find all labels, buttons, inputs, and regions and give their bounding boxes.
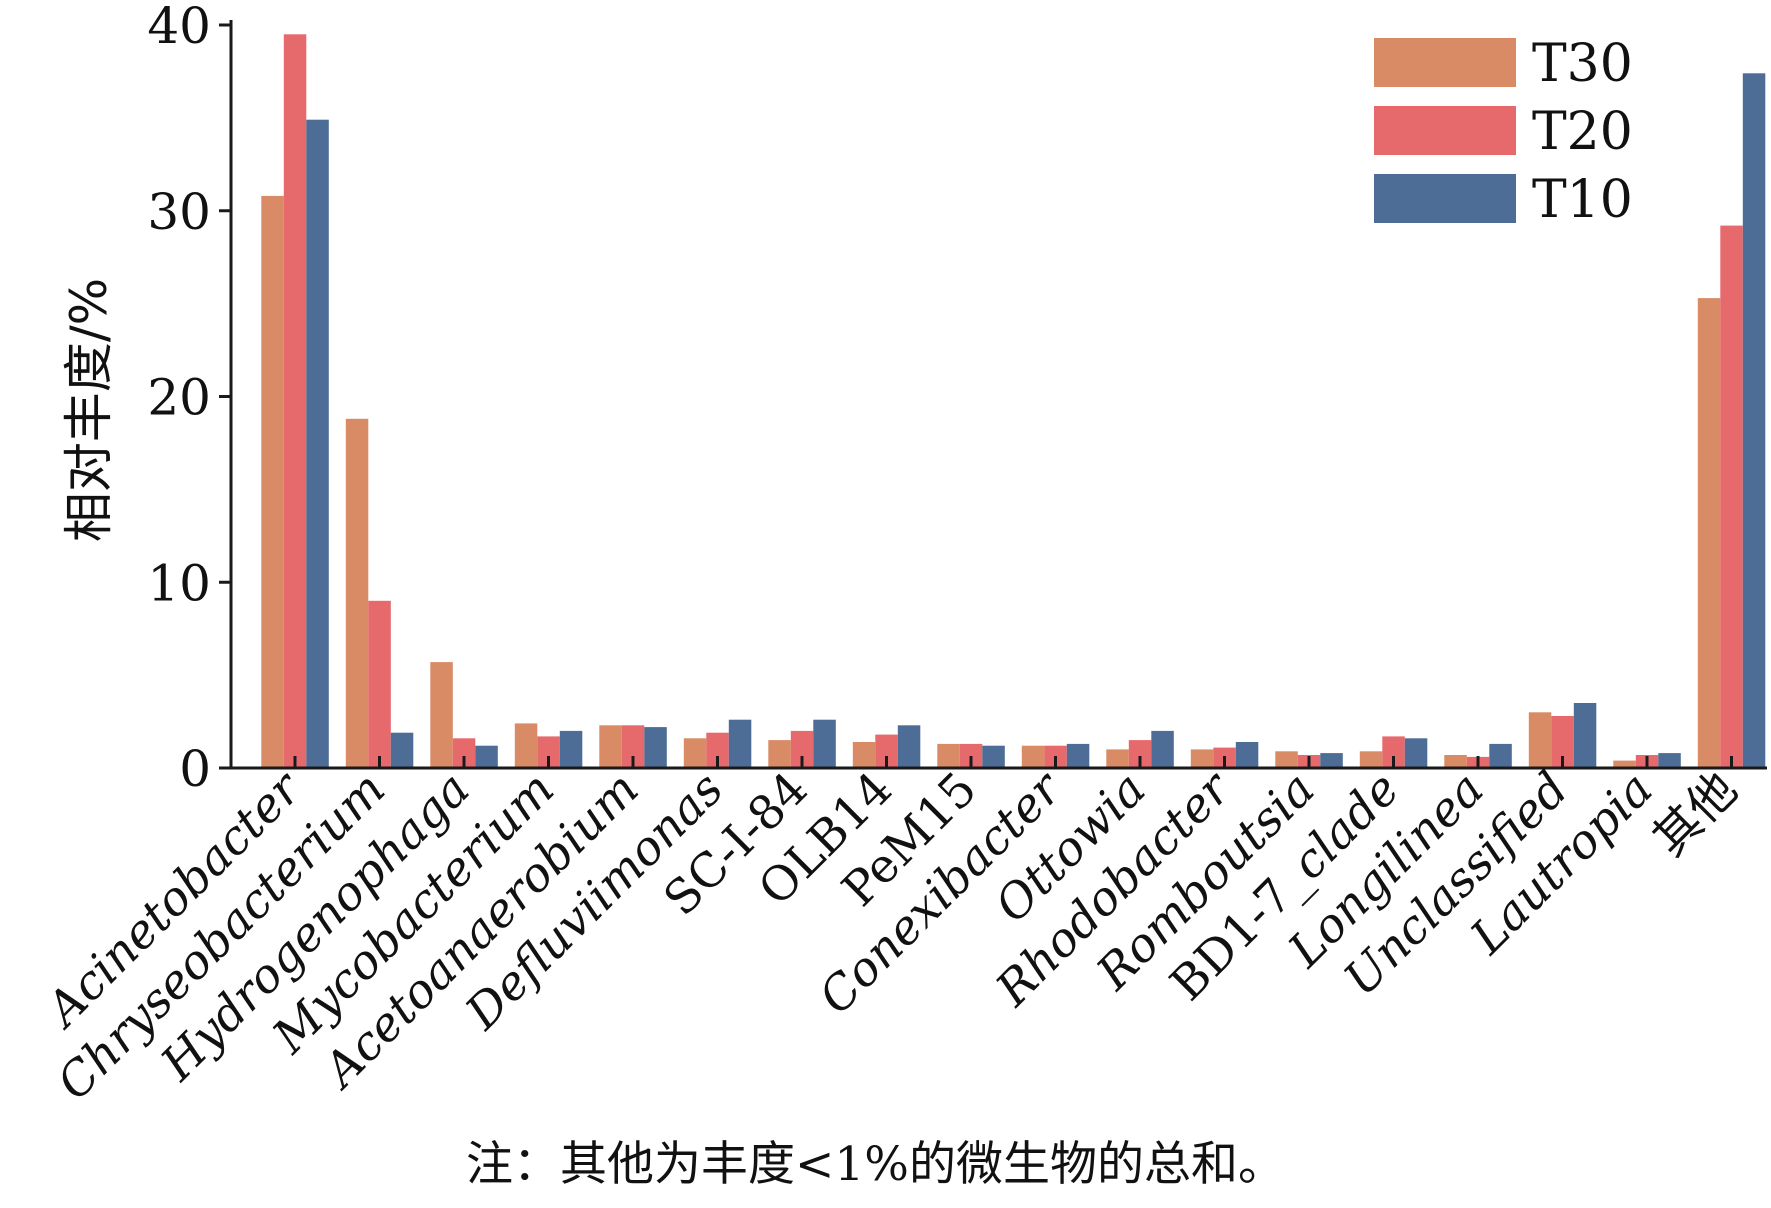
y-tick-label: 10 bbox=[147, 554, 211, 612]
bar-t10-1 bbox=[390, 732, 414, 768]
bar-t10-12 bbox=[1320, 753, 1343, 768]
legend-label-t10: T10 bbox=[1532, 170, 1633, 230]
bar-t20-0 bbox=[283, 34, 307, 769]
bar-t10-3 bbox=[559, 730, 583, 768]
y-tick-label: 40 bbox=[147, 0, 211, 55]
bar-t20-17 bbox=[1720, 225, 1743, 769]
bar-t10-9 bbox=[1066, 743, 1090, 768]
bar-t10-14 bbox=[1489, 743, 1512, 768]
y-tick-label: 30 bbox=[147, 183, 211, 241]
legend-label-t20: T20 bbox=[1532, 102, 1633, 162]
category-label: 其他 bbox=[1643, 762, 1748, 867]
bar-t10-15 bbox=[1573, 703, 1597, 768]
bar-t10-6 bbox=[813, 719, 836, 768]
bar-t20-13 bbox=[1382, 736, 1405, 768]
footnote: 注：其他为丰度<1%的微生物的总和。 bbox=[466, 1137, 1285, 1192]
bar-t20-2 bbox=[452, 738, 476, 768]
bar-t30-6 bbox=[768, 740, 791, 768]
bar-t30-15 bbox=[1528, 712, 1552, 768]
y-tick-label: 20 bbox=[147, 369, 211, 427]
bar-t20-4 bbox=[621, 725, 645, 768]
bar-t30-4 bbox=[599, 725, 622, 768]
legend-label-t30: T30 bbox=[1532, 34, 1633, 94]
bar-t20-7 bbox=[875, 734, 898, 768]
bar-t10-4 bbox=[644, 727, 667, 768]
bar-t20-3 bbox=[537, 736, 560, 768]
bar-t30-11 bbox=[1190, 749, 1214, 768]
bar-t30-8 bbox=[937, 743, 960, 768]
bar-t30-1 bbox=[345, 418, 369, 768]
bar-t30-2 bbox=[430, 662, 453, 768]
bar-t10-8 bbox=[982, 745, 1005, 768]
y-axis-label: 相对丰度/% bbox=[60, 278, 118, 542]
bar-t10-17 bbox=[1742, 73, 1766, 769]
bar-t30-10 bbox=[1106, 749, 1129, 768]
bar-t20-5 bbox=[706, 732, 729, 768]
bar-t10-11 bbox=[1235, 742, 1259, 768]
bar-t30-13 bbox=[1359, 751, 1383, 768]
bar-t30-17 bbox=[1697, 298, 1721, 768]
bar-t30-7 bbox=[852, 742, 876, 768]
bar-t10-13 bbox=[1404, 738, 1428, 768]
bar-t10-0 bbox=[306, 119, 329, 768]
bars-layer bbox=[261, 34, 1766, 769]
legend-swatch-t10 bbox=[1374, 174, 1516, 223]
bar-t30-12 bbox=[1275, 751, 1298, 768]
legend: T30 T20 T10 bbox=[1374, 34, 1633, 230]
category-labels: AcinetobacterChryseobacteriumHydrogenoph… bbox=[33, 760, 1748, 1111]
legend-swatch-t20 bbox=[1374, 106, 1516, 155]
legend-swatch-t30 bbox=[1374, 38, 1516, 87]
bar-t10-7 bbox=[897, 725, 921, 768]
bar-t20-15 bbox=[1551, 716, 1574, 768]
bar-t20-1 bbox=[368, 600, 391, 768]
bar-t30-14 bbox=[1444, 755, 1467, 768]
bar-t10-16 bbox=[1658, 753, 1681, 768]
bar-t30-9 bbox=[1021, 745, 1045, 768]
axes-layer bbox=[229, 20, 1767, 770]
ticks-layer: 0 10 20 30 40 bbox=[147, 0, 1733, 798]
bar-t30-0 bbox=[261, 195, 284, 768]
bar-t30-5 bbox=[683, 738, 707, 768]
bar-t30-16 bbox=[1613, 760, 1636, 768]
bar-t10-2 bbox=[475, 745, 498, 768]
bar-t10-5 bbox=[728, 719, 752, 768]
bar-t20-10 bbox=[1128, 740, 1152, 768]
bar-t10-10 bbox=[1151, 730, 1174, 768]
y-tick-label: 0 bbox=[179, 740, 211, 798]
bar-t20-8 bbox=[959, 743, 983, 768]
bar-t20-6 bbox=[790, 730, 814, 768]
bar-t30-3 bbox=[514, 723, 538, 768]
